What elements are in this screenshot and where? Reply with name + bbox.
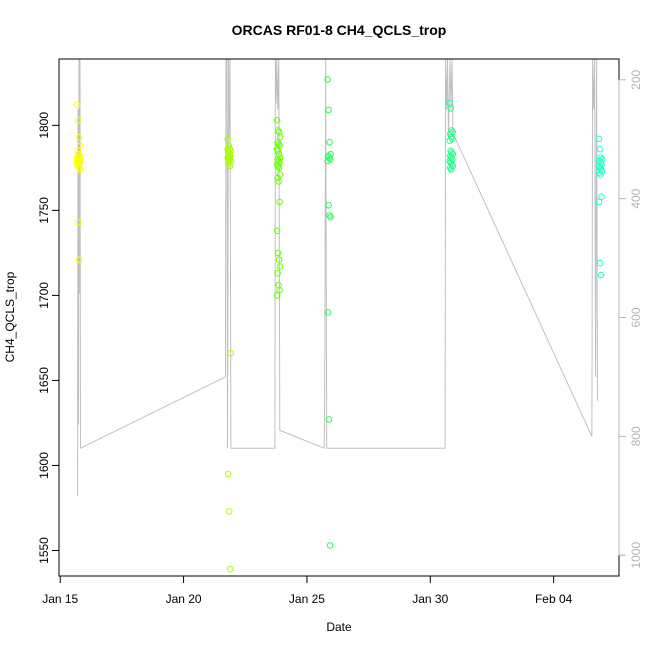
y2-tick-label: 800 bbox=[629, 426, 643, 446]
data-point bbox=[447, 105, 455, 112]
y2-tick-label: 600 bbox=[629, 307, 643, 327]
y-tick-label: 1600 bbox=[37, 452, 51, 479]
data-point bbox=[596, 259, 604, 267]
y-tick-label: 1750 bbox=[37, 197, 51, 224]
data-point bbox=[73, 157, 81, 165]
data-point bbox=[324, 76, 331, 83]
data-point bbox=[276, 287, 283, 294]
data-point bbox=[226, 565, 234, 573]
data-point bbox=[596, 145, 604, 153]
y-tick-label: 1700 bbox=[37, 282, 51, 309]
data-point bbox=[274, 270, 281, 277]
data-point bbox=[325, 106, 332, 114]
data-point bbox=[75, 256, 83, 264]
data-point bbox=[225, 508, 233, 515]
x-tick-label: Jan 25 bbox=[289, 592, 325, 606]
y2-tick-label: 400 bbox=[629, 188, 643, 208]
x-tick-label: Jan 30 bbox=[412, 592, 448, 606]
data-point bbox=[274, 174, 281, 182]
chart-title: ORCAS RF01-8 CH4_QCLS_trop bbox=[232, 22, 447, 38]
data-point bbox=[595, 135, 603, 143]
x-axis-label: Date bbox=[326, 620, 352, 634]
data-point bbox=[226, 154, 233, 161]
y2-tick-label: 1000 bbox=[629, 542, 643, 569]
data-point bbox=[324, 309, 332, 316]
data-point bbox=[273, 292, 281, 299]
y-tick-label: 1550 bbox=[37, 537, 51, 564]
data-point bbox=[224, 470, 232, 478]
data-point bbox=[325, 416, 333, 423]
data-point bbox=[276, 133, 284, 141]
data-point bbox=[447, 166, 455, 173]
data-point bbox=[597, 171, 604, 178]
data-point bbox=[73, 101, 81, 109]
data-point bbox=[76, 152, 83, 160]
x-tick-label: Jan 20 bbox=[166, 592, 202, 606]
data-point bbox=[75, 133, 83, 141]
data-point bbox=[76, 142, 84, 149]
data-point bbox=[326, 542, 334, 549]
data-point bbox=[74, 219, 82, 226]
data-points bbox=[73, 76, 606, 573]
data-point bbox=[325, 202, 332, 209]
data-point bbox=[326, 139, 333, 146]
data-point bbox=[276, 263, 284, 270]
data-point bbox=[274, 147, 282, 155]
x-axis: Jan 15 Jan 20 Jan 25 Jan 30 Feb 04 bbox=[42, 575, 573, 606]
data-point bbox=[327, 213, 334, 221]
data-point bbox=[597, 271, 605, 279]
x-tick-label: Feb 04 bbox=[535, 592, 573, 606]
data-point bbox=[276, 198, 283, 206]
y-axis-label: CH4_QCLS_trop bbox=[3, 271, 17, 362]
data-point bbox=[595, 198, 603, 206]
data-point bbox=[227, 349, 234, 357]
data-point bbox=[224, 135, 231, 143]
data-point bbox=[324, 157, 331, 165]
data-point bbox=[224, 145, 231, 153]
data-point bbox=[275, 178, 282, 185]
data-point bbox=[273, 116, 281, 124]
x-tick-label: Jan 15 bbox=[42, 592, 78, 606]
pressure-line bbox=[77, 58, 598, 496]
y2-tick-label: 200 bbox=[629, 69, 643, 89]
data-point bbox=[74, 116, 82, 124]
plot-area bbox=[58, 58, 620, 577]
right-axis: 200 400 600 800 1000 bbox=[618, 69, 643, 569]
data-point bbox=[275, 256, 283, 264]
pressure-trace bbox=[77, 58, 598, 496]
data-point bbox=[226, 162, 234, 170]
y-tick-label: 1800 bbox=[37, 112, 51, 139]
data-point bbox=[446, 137, 454, 144]
y-tick-label: 1650 bbox=[37, 367, 51, 394]
data-point bbox=[274, 249, 282, 257]
data-point bbox=[76, 166, 84, 173]
data-point bbox=[273, 227, 281, 235]
y-axis: 1550 1600 1650 1700 1750 1800 bbox=[37, 112, 60, 564]
data-point bbox=[275, 164, 283, 172]
data-point bbox=[598, 193, 605, 201]
